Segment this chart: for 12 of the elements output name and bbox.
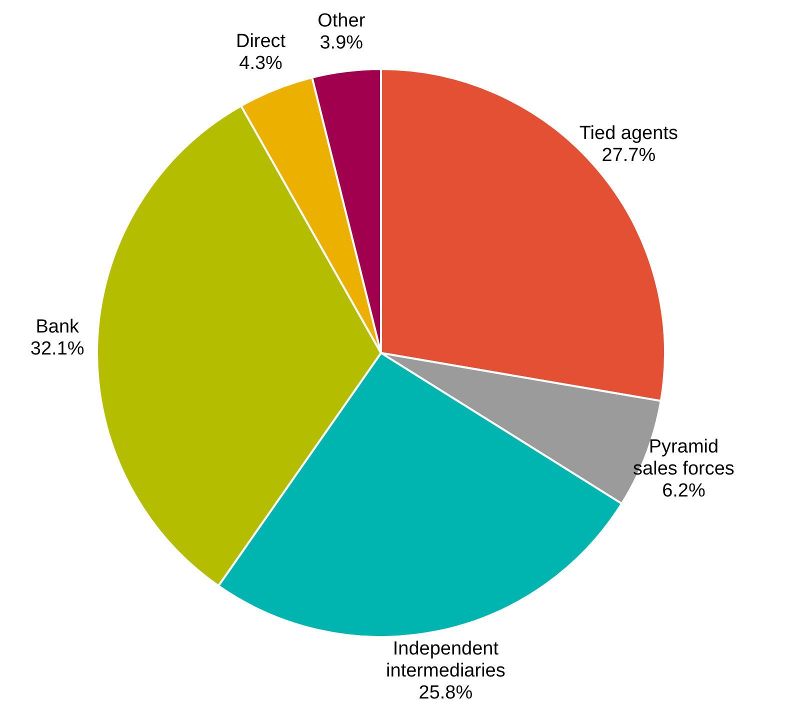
data-label: 3.9% (320, 32, 364, 53)
data-label: 6.2% (662, 480, 706, 501)
slice-label: Pyramid sales forces (633, 436, 734, 479)
slice-label: Other (318, 10, 366, 31)
data-label: 25.8% (418, 682, 473, 703)
slice-label: Independent intermediaries (386, 638, 506, 681)
data-label: 4.3% (239, 52, 283, 74)
slice-label: Direct (236, 30, 286, 52)
slice-label: Bank (36, 316, 80, 338)
data-label: 32.1% (30, 338, 84, 360)
slice-label: Tied agents (579, 122, 678, 144)
data-label: 27.7% (602, 144, 656, 166)
